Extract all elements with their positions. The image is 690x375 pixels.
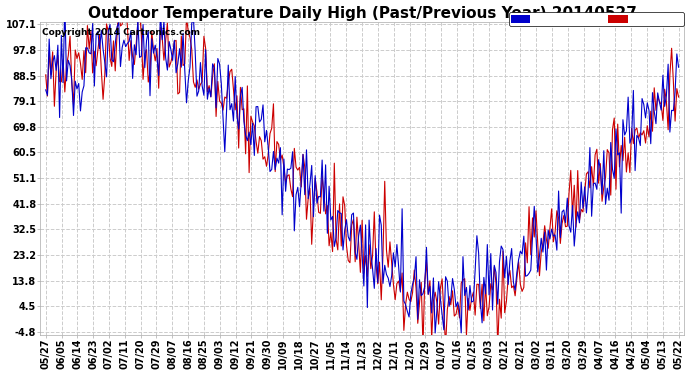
Legend: Previous  (°F), Past  (°F): Previous (°F), Past (°F)	[509, 12, 684, 26]
Title: Outdoor Temperature Daily High (Past/Previous Year) 20140527: Outdoor Temperature Daily High (Past/Pre…	[88, 6, 637, 21]
Text: Copyright 2014 Cartronics.com: Copyright 2014 Cartronics.com	[42, 28, 200, 37]
